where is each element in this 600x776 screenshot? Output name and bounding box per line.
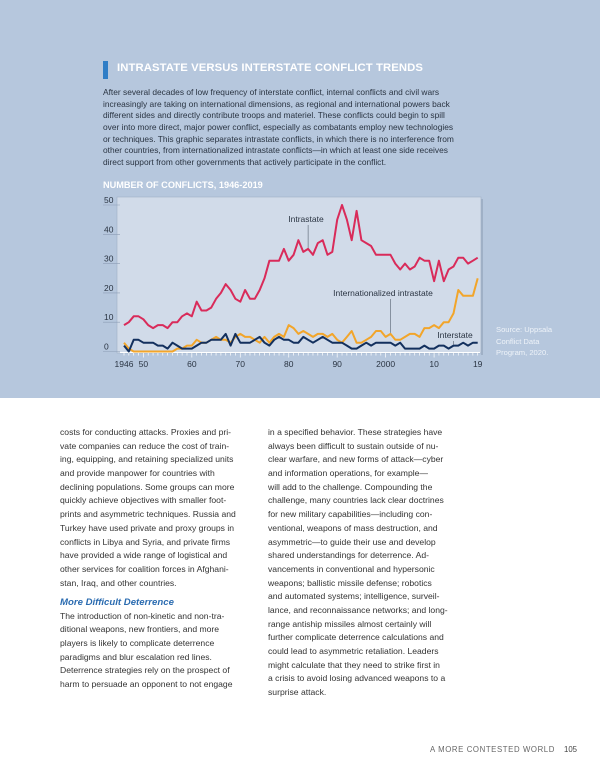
text-line: and information operations, for example— (268, 468, 429, 479)
chart-title: NUMBER OF CONFLICTS, 1946-2019 (103, 180, 263, 190)
text-line: ing, equipping, and retaining specialize… (60, 454, 234, 465)
text-line: always been difficult to sustain outside… (268, 440, 439, 451)
y-tick-label: 20 (104, 283, 114, 293)
source-line: Program, 2020. (496, 348, 549, 357)
text-line: Deterrence strategies rely on the prospe… (60, 665, 230, 676)
title-accent-bar (103, 61, 108, 79)
panel-title: INTRASTATE VERSUS INTERSTATE CONFLICT TR… (117, 62, 424, 74)
text-line: further complicate deterrence calculatio… (268, 632, 444, 643)
y-tick-label: 40 (104, 224, 114, 234)
intro-line: increasingly are taking on international… (103, 98, 450, 109)
intro-line: over into more direct, major power confl… (103, 122, 454, 133)
text-line: paradigms and blur escalation red lines. (60, 651, 212, 662)
text-line: players is likely to complicate deterren… (60, 638, 215, 649)
text-line: quickly achieve objectives with smaller … (60, 495, 227, 506)
text-line: could lead to asymmetric retaliation. Le… (268, 646, 439, 656)
running-title: A MORE CONTESTED WORLD (430, 745, 555, 754)
x-tick-label: 50 (139, 359, 149, 369)
text-line: and provide manpower for countries with (60, 468, 215, 479)
source-line: Conflict Data (496, 336, 540, 346)
x-tick-label: 80 (284, 359, 294, 369)
text-line: stan, Iraq, and other countries. (60, 577, 177, 588)
text-line: costs for conducting attacks. Proxies an… (60, 427, 231, 437)
conflicts-line-chart: 0 10 20 30 40 50 1946 50 60 70 80 90 2000 10 19 Intrast… (103, 195, 483, 369)
text-line: shared understandings for deterrence. Ad… (268, 550, 429, 561)
y-tick-label: 0 (104, 342, 109, 352)
text-line: have provided a wide range of logistical… (60, 550, 228, 561)
x-tick-label: 19 (473, 359, 483, 369)
text-line: conflicts in Libya and Syria, and privat… (60, 536, 231, 547)
article-column-1-section: More Difficult Deterrence The introducti… (60, 596, 233, 692)
intro-line: direct support from other governments th… (103, 157, 387, 168)
x-tick-label: 1946 (115, 359, 134, 369)
section-heading: More Difficult Deterrence (60, 597, 174, 608)
text-line: will add to the challenge. Compounding t… (268, 481, 433, 492)
text-line: asymmetric—to guide their use and develo… (268, 536, 436, 547)
series-label: Internationalized intrastate (333, 288, 433, 298)
intro-line: other countries, from internationalized … (103, 145, 448, 156)
x-tick-label: 2000 (376, 359, 395, 369)
text-line: vancements in conventional and hypersoni… (268, 563, 435, 574)
article-column-2: in a specified behavior. These strategie… (268, 426, 448, 700)
x-tick-label: 70 (236, 359, 246, 369)
text-line: a crisis to avoid losing advanced weapon… (268, 673, 446, 684)
series-label: Interstate (437, 330, 473, 340)
x-tick-label: 10 (429, 359, 439, 369)
x-tick-label: 60 (187, 359, 197, 369)
text-line: ventional, weapons of mass destruction, … (268, 522, 438, 533)
text-line: challenge, many countries lack clear doc… (268, 495, 444, 506)
text-line: range antiship missiles almost certainly… (268, 618, 432, 629)
intro-line: After several decades of low frequency o… (103, 87, 440, 97)
text-line: ditional weapons, new frontiers, and mor… (60, 624, 220, 635)
text-line: surprise attack. (268, 687, 327, 698)
y-tick-label: 50 (104, 195, 114, 205)
plot-shadow (481, 199, 483, 355)
text-line: harm to persuade an opponent to not enga… (60, 679, 233, 690)
chart-source: Source: Uppsala Conflict Data Program, 202… (496, 324, 552, 359)
text-line: other services for coalition forces in A… (60, 563, 229, 574)
text-line: Turkey have used private and proxy group… (60, 522, 235, 533)
source-line: Source: Uppsala (496, 325, 553, 334)
y-tick-label: 30 (104, 254, 114, 264)
series-line-intrastate (123, 204, 479, 330)
text-line: vate companies can reduce the cost of tr… (60, 440, 230, 451)
text-line: weapons; ballistic missile defense; robo… (268, 577, 432, 588)
text-line: prints and asymmetric techniques. Russia… (60, 509, 236, 520)
text-line: and automated systems; intelligence, sur… (268, 591, 440, 602)
text-line: clear warfare, and new forms of attack—c… (268, 454, 444, 465)
panel-intro: After several decades of low frequency o… (103, 87, 503, 169)
intro-line: or techniques. This graphic separates in… (103, 133, 454, 144)
series-label: Intrastate (288, 214, 324, 224)
text-line: for new military capabilities—including … (268, 509, 433, 520)
text-line: lance, and reconnaissance networks; and … (268, 604, 448, 615)
text-line: might calculate that they need to strike… (268, 659, 440, 670)
article-column-1: costs for conducting attacks. Proxies an… (60, 426, 236, 590)
text-line: The introduction of non-kinetic and non-… (60, 610, 225, 621)
y-tick-label: 10 (104, 312, 114, 322)
intro-line: different sides and directly contribute … (103, 110, 445, 121)
x-tick-label: 90 (332, 359, 342, 369)
text-line: in a specified behavior. These strategie… (268, 427, 443, 437)
series-line-interstate (123, 332, 478, 353)
page-number: 105 (564, 745, 578, 754)
text-line: declining populations. Some groups can m… (60, 481, 235, 492)
